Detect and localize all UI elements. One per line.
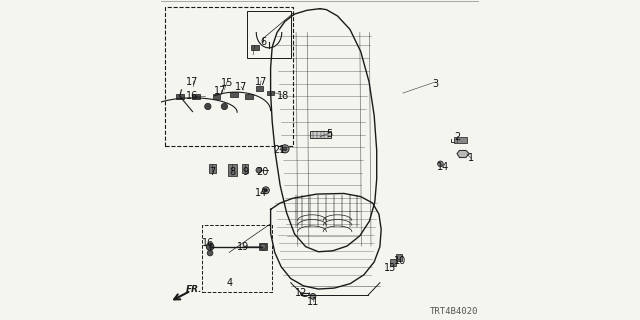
Circle shape (281, 145, 289, 153)
Text: 18: 18 (277, 91, 289, 101)
Circle shape (205, 103, 211, 110)
Text: 12: 12 (294, 288, 307, 298)
Bar (396, 254, 402, 261)
Bar (192, 94, 200, 99)
Bar (267, 91, 275, 95)
Text: 3: 3 (432, 78, 438, 89)
Text: FR.: FR. (186, 285, 203, 294)
Text: 7: 7 (209, 167, 216, 177)
Circle shape (221, 103, 228, 110)
Polygon shape (457, 150, 469, 157)
Text: 16: 16 (202, 238, 214, 248)
Text: 17: 17 (214, 85, 227, 96)
Circle shape (256, 167, 262, 173)
Text: 4: 4 (226, 278, 232, 288)
Circle shape (207, 250, 213, 256)
Circle shape (260, 244, 266, 250)
Bar (454, 137, 467, 143)
Bar (242, 164, 248, 173)
Bar (259, 244, 267, 250)
Circle shape (438, 161, 444, 167)
Text: 20: 20 (256, 167, 268, 177)
Circle shape (264, 189, 268, 192)
Bar (390, 259, 396, 266)
Text: 9: 9 (242, 167, 248, 177)
Text: 6: 6 (260, 37, 266, 47)
Bar (209, 164, 216, 173)
Text: 17: 17 (235, 82, 247, 92)
Bar (176, 94, 184, 99)
Bar (202, 225, 272, 292)
Bar (255, 86, 263, 91)
Bar (246, 11, 291, 58)
Bar (166, 7, 293, 146)
Bar (212, 94, 220, 99)
Text: 2: 2 (454, 132, 460, 142)
Text: 10: 10 (394, 256, 406, 266)
Text: 14: 14 (255, 188, 267, 198)
Text: 15: 15 (221, 78, 233, 88)
Text: 21: 21 (273, 145, 285, 155)
Text: TRT4B4020: TRT4B4020 (430, 307, 479, 316)
Circle shape (262, 187, 269, 194)
Text: 5: 5 (326, 129, 333, 139)
Text: 1: 1 (468, 153, 474, 164)
Bar (246, 94, 253, 99)
Text: 17: 17 (255, 77, 268, 87)
Circle shape (283, 147, 287, 151)
Bar (310, 131, 332, 138)
Bar (230, 92, 238, 97)
Text: 17: 17 (186, 77, 199, 87)
Bar (228, 164, 237, 176)
Bar (251, 45, 259, 50)
Text: 16: 16 (186, 91, 198, 101)
Text: 19: 19 (237, 242, 249, 252)
Text: 8: 8 (229, 167, 235, 177)
Circle shape (206, 243, 214, 251)
Text: 13: 13 (384, 263, 396, 273)
Text: 11: 11 (307, 297, 319, 307)
Circle shape (310, 293, 316, 299)
Text: 14: 14 (436, 162, 449, 172)
